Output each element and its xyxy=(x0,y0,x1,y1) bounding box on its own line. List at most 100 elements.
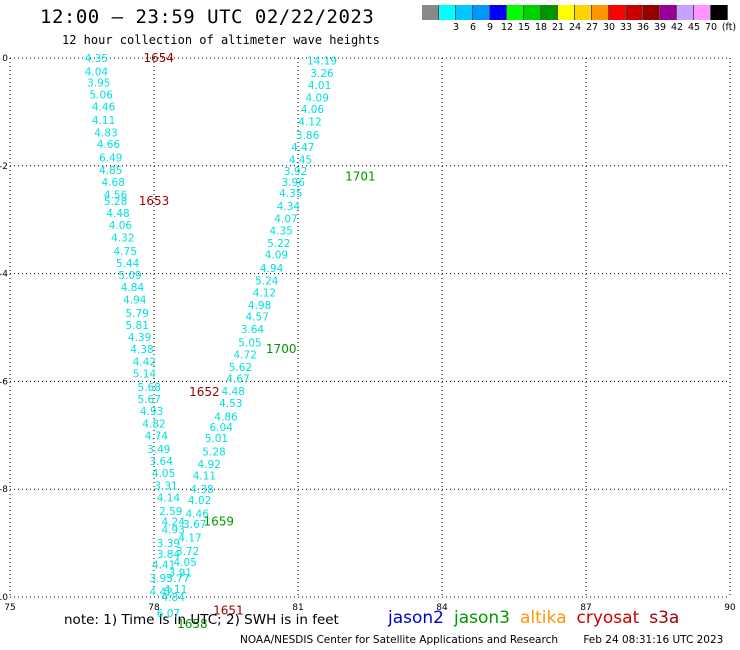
data-point-value: 4.05 xyxy=(152,468,175,480)
data-point-value: 4.35 xyxy=(270,225,293,237)
data-point-value: 4.06 xyxy=(301,104,325,116)
time-label: 1658 xyxy=(177,617,208,631)
data-point-value: 3.95 xyxy=(150,573,173,585)
data-point-value: 5.24 xyxy=(255,276,279,288)
data-point-value: 5.28 xyxy=(104,196,127,208)
legend-label: 36 xyxy=(636,22,650,33)
data-point-value: 3.64 xyxy=(150,456,174,468)
data-point-value: 4.12 xyxy=(253,287,276,299)
footer-timestamp: Feb 24 08:31:16 UTC 2023 xyxy=(583,634,724,646)
data-point-value: 4.07 xyxy=(274,214,297,226)
data-point-value: 3.96 xyxy=(282,177,306,189)
data-point-value: 4.17 xyxy=(178,533,201,545)
legend-label: 21 xyxy=(551,22,565,33)
legend-label: 15 xyxy=(517,22,531,33)
satellite-key: jason2 jason3 altika cryosat s3a xyxy=(388,608,689,628)
data-point-value: 4.94 xyxy=(260,263,284,275)
x-tick-label: 87 xyxy=(580,603,591,613)
x-tick-label: 90 xyxy=(724,603,736,613)
data-point-value: 4.41 xyxy=(152,560,175,572)
y-tick-label: -4 xyxy=(0,270,8,280)
legend-swatch xyxy=(507,5,524,20)
data-point-value: 6.04 xyxy=(210,422,234,434)
time-label: 1654 xyxy=(144,51,175,65)
data-point-value: 4.09 xyxy=(306,92,329,104)
data-point-value: 4.48 xyxy=(222,386,245,398)
data-point-value: 3.72 xyxy=(176,546,199,558)
y-tick-label: 0 xyxy=(2,54,8,64)
data-point-value: 4.11 xyxy=(193,471,216,483)
legend-swatch xyxy=(473,5,490,20)
legend-label: 18 xyxy=(534,22,548,33)
legend-label: 9 xyxy=(486,22,494,33)
x-tick-label: 84 xyxy=(436,603,448,613)
units-note: note: 1) Time is in UTC; 2) SWH is in fe… xyxy=(64,612,339,628)
y-tick-label: -6 xyxy=(0,377,8,387)
data-point-value: 4.39 xyxy=(128,332,151,344)
data-point-value: 4.86 xyxy=(214,411,238,423)
legend-swatch xyxy=(575,5,592,20)
legend-label: 39 xyxy=(653,22,667,33)
data-point-value: 3.64 xyxy=(241,324,265,336)
legend-label: 70 xyxy=(704,22,718,33)
data-point-value: 3.67 xyxy=(183,519,206,531)
legend-label: 3 xyxy=(452,22,460,33)
time-label: 1700 xyxy=(266,342,297,356)
legend-label: 6 xyxy=(469,22,477,33)
data-point-value: 4.06 xyxy=(109,220,133,232)
data-point-value: 4.84 xyxy=(162,592,186,604)
data-point-value: 3.86 xyxy=(296,130,320,142)
legend-swatch xyxy=(558,5,575,20)
data-point-value: 4.83 xyxy=(94,127,117,139)
data-point-value: 5.79 xyxy=(126,308,149,320)
page-subtitle: 12 hour collection of altimeter wave hei… xyxy=(62,33,380,47)
data-point-value: 4.48 xyxy=(106,208,129,220)
data-point-value: 5.68 xyxy=(138,382,161,394)
data-point-value: 4.94 xyxy=(123,294,147,306)
data-point-value: 4.35 xyxy=(85,53,108,65)
data-point-value: 4.24 xyxy=(162,517,186,529)
x-tick-label: 75 xyxy=(4,603,15,613)
data-point-value: 14.19 xyxy=(307,56,337,68)
x-tick-label: 78 xyxy=(148,603,160,613)
data-point-value: 4.11 xyxy=(164,584,187,596)
data-point-value: 5.05 xyxy=(238,338,261,350)
data-point-value: 5.01 xyxy=(205,433,228,445)
data-point-value: 4.66 xyxy=(97,139,121,151)
data-point-value: 4.14 xyxy=(157,492,181,504)
data-point-value: 4.02 xyxy=(188,495,211,507)
data-point-value: 4.67 xyxy=(226,374,249,386)
data-point-value: 5.81 xyxy=(126,320,149,332)
data-point-value: 4.98 xyxy=(248,300,271,312)
satellite-s3a: s3a xyxy=(649,608,680,628)
page-title: 12:00 – 23:59 UTC 02/22/2023 xyxy=(40,6,375,28)
data-point-value: 3.92 xyxy=(284,166,307,178)
data-point-value: 3.39 xyxy=(157,538,180,550)
satellite-cryosat: cryosat xyxy=(576,608,640,628)
data-point-value: 4.84 xyxy=(121,282,145,294)
legend-label: 27 xyxy=(585,22,599,33)
data-point-value: 5.28 xyxy=(202,446,225,458)
data-point-value: 4.04 xyxy=(85,66,109,78)
time-label: 1653 xyxy=(139,194,170,208)
legend-label: 45 xyxy=(687,22,701,33)
data-point-value: 4.42 xyxy=(133,356,156,368)
satellite-altika: altika xyxy=(520,608,567,628)
data-point-value: 4.92 xyxy=(198,459,221,471)
data-point-value: 3.31 xyxy=(154,480,177,492)
legend-label: 24 xyxy=(568,22,582,33)
data-point-value: 4.57 xyxy=(246,312,269,324)
footer-source: NOAA/NESDIS Center for Satellite Applica… xyxy=(240,634,558,646)
data-point-value: 4.46 xyxy=(92,102,116,114)
data-point-value: 4.93 xyxy=(140,406,163,418)
data-point-value: 4.01 xyxy=(308,80,331,92)
data-point-value: 4.38 xyxy=(190,484,213,496)
time-label: 1701 xyxy=(345,170,376,184)
legend-unit: (ft) xyxy=(721,22,737,33)
chart-grid xyxy=(9,57,731,598)
data-point-value: 6.07 xyxy=(157,608,180,620)
time-label: 1659 xyxy=(204,515,235,529)
x-tick-label: 81 xyxy=(292,603,303,613)
legend-label: 30 xyxy=(602,22,616,33)
